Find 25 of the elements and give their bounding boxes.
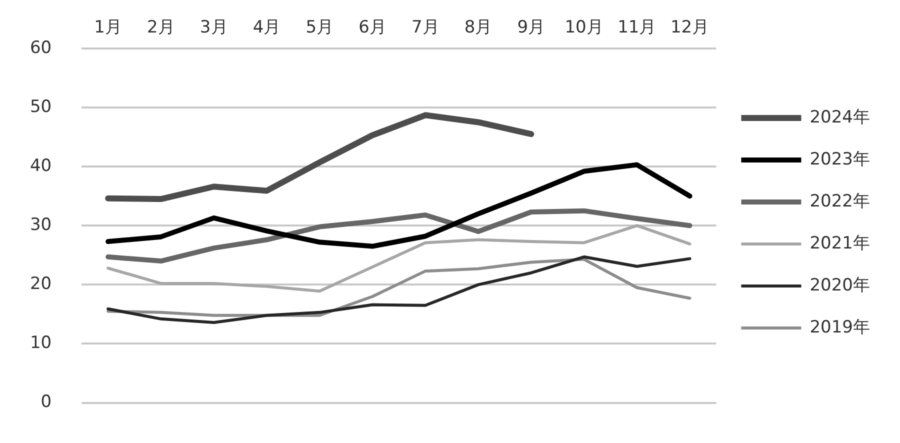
x-tick-label: 4月 bbox=[252, 18, 281, 38]
y-tick-label: 60 bbox=[30, 38, 52, 58]
x-tick-label: 8月 bbox=[464, 18, 492, 38]
y-tick-label: 20 bbox=[30, 274, 52, 294]
legend-label: 2024年 bbox=[810, 107, 870, 128]
y-tick-label: 10 bbox=[30, 333, 52, 354]
y-tick-label: 30 bbox=[30, 215, 52, 236]
y-tick-label: 40 bbox=[30, 156, 52, 176]
legend-label: 2021年 bbox=[810, 233, 870, 254]
x-tick-label: 2月 bbox=[147, 18, 175, 38]
y-tick-label: 0 bbox=[40, 392, 52, 412]
legend-label: 2020年 bbox=[810, 275, 870, 296]
x-tick-label: 9月 bbox=[517, 18, 546, 38]
x-tick-label: 3月 bbox=[200, 18, 228, 38]
x-tick-label: 11月 bbox=[618, 18, 656, 38]
y-tick-label: 50 bbox=[30, 96, 52, 117]
x-tick-label: 1月 bbox=[94, 18, 122, 38]
legend-label: 2022年 bbox=[810, 191, 870, 212]
x-tick-label: 10月 bbox=[564, 18, 604, 38]
legend-label: 2019年 bbox=[810, 317, 870, 338]
x-tick-label: 6月 bbox=[358, 18, 386, 38]
x-tick-label: 7月 bbox=[411, 18, 440, 38]
x-tick-label: 12月 bbox=[670, 18, 710, 38]
x-tick-label: 5月 bbox=[306, 18, 334, 38]
legend-label: 2023年 bbox=[810, 149, 870, 170]
